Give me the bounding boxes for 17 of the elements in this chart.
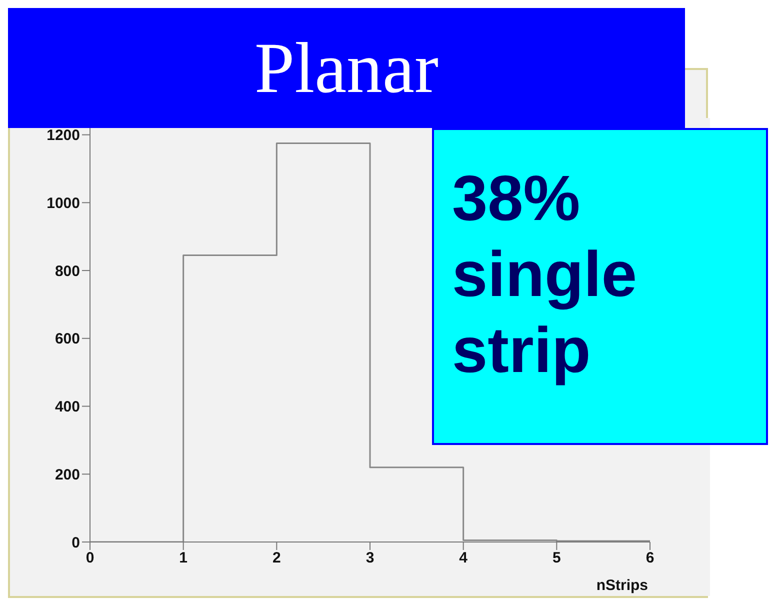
- x-axis-title: nStrips: [596, 577, 648, 594]
- x-tick-label: 6: [646, 550, 654, 567]
- x-tick-label: 3: [366, 550, 374, 567]
- y-tick-label: 0: [72, 534, 80, 552]
- x-tick-label: 1: [179, 550, 188, 567]
- y-tick-label: 200: [54, 466, 80, 484]
- x-tick-label: 0: [86, 550, 94, 567]
- x-tick-label: 4: [459, 550, 468, 567]
- y-tick-label: 800: [54, 262, 80, 280]
- chart-title: Planar: [254, 26, 438, 110]
- annotation: 38% single strip: [432, 128, 768, 445]
- y-tick-label: 600: [54, 330, 80, 348]
- y-tick-label: 1000: [46, 194, 80, 212]
- y-tick-label: 400: [54, 398, 80, 416]
- x-tick-label: 2: [272, 550, 281, 567]
- x-tick-label: 5: [552, 550, 561, 567]
- y-tick-label: 1200: [46, 127, 80, 144]
